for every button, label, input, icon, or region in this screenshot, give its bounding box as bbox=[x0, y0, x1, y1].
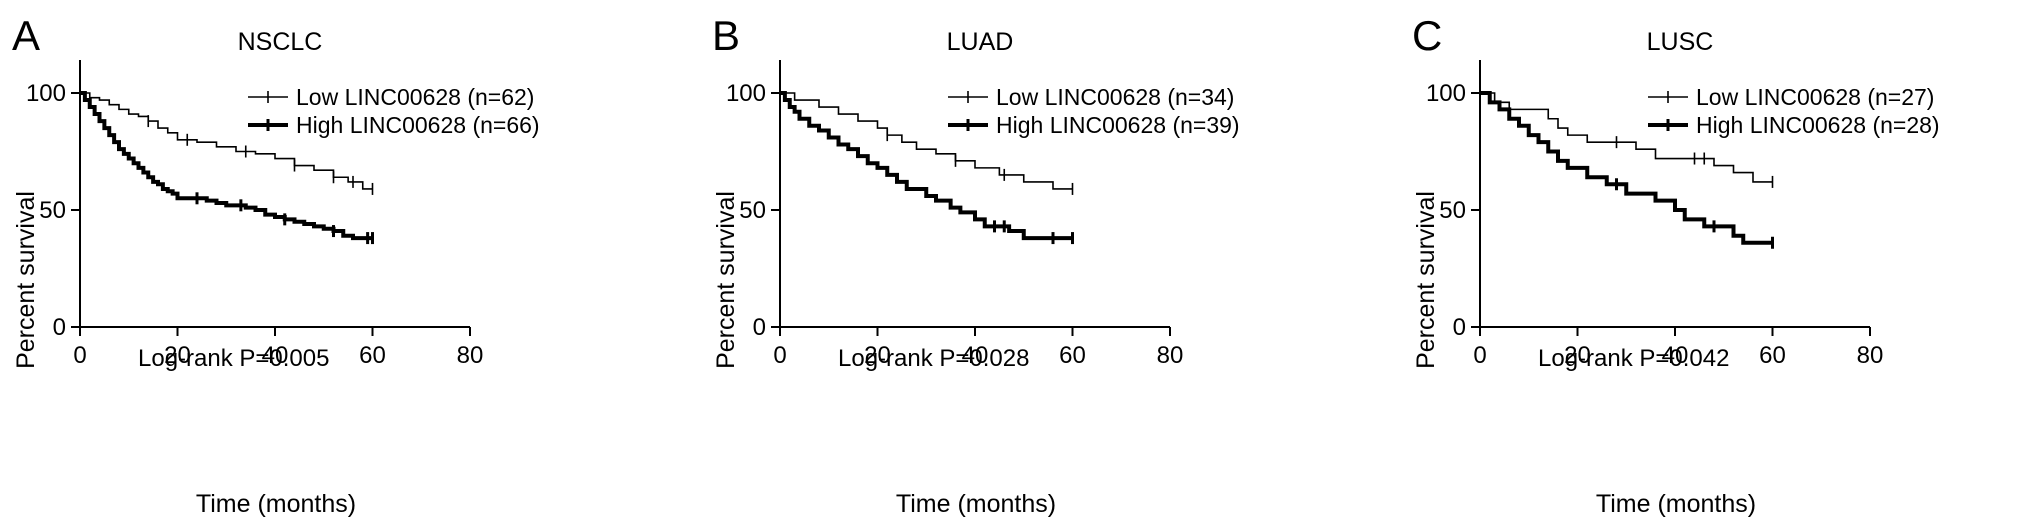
y-tick-label: 0 bbox=[1453, 314, 1466, 341]
y-tick-label: 0 bbox=[53, 314, 66, 341]
legend-label-low: Low LINC00628 (n=27) bbox=[1696, 84, 1934, 110]
y-tick-label: 0 bbox=[753, 314, 766, 341]
y-tick-label: 50 bbox=[39, 197, 66, 224]
y-tick-label: 100 bbox=[26, 80, 66, 107]
x-tick-label: 80 bbox=[457, 342, 484, 369]
x-tick-label: 60 bbox=[1059, 342, 1086, 369]
panel-letter: A bbox=[12, 12, 40, 59]
survival-curve-high bbox=[80, 91, 373, 241]
x-tick-label: 20 bbox=[164, 342, 191, 369]
x-tick-label: 40 bbox=[962, 342, 989, 369]
panel-title: LUSC bbox=[1647, 28, 1714, 56]
plot-area: 0 20 40 60 80 0 50 100 bbox=[26, 60, 483, 369]
x-axis-label: Time (months) bbox=[896, 490, 1056, 518]
survival-curve-high bbox=[780, 91, 1073, 241]
x-tick-label: 60 bbox=[1759, 342, 1786, 369]
panel-letter: B bbox=[712, 12, 740, 59]
x-tick-label: 0 bbox=[1473, 342, 1486, 369]
x-tick-label: 40 bbox=[262, 342, 289, 369]
x-tick-label: 40 bbox=[1662, 342, 1689, 369]
legend-label-low: Low LINC00628 (n=62) bbox=[296, 84, 534, 110]
y-axis-label: Percent survival bbox=[1412, 191, 1440, 369]
panel-title: NSCLC bbox=[238, 28, 323, 56]
legend-label-high: High LINC00628 (n=28) bbox=[1696, 112, 1940, 138]
legend-label-high: High LINC00628 (n=39) bbox=[996, 112, 1240, 138]
x-tick-label: 20 bbox=[1564, 342, 1591, 369]
x-tick-label: 80 bbox=[1857, 342, 1884, 369]
y-tick-label: 100 bbox=[1426, 80, 1466, 107]
panel-luad: B LUAD Percent survival Time (months) Lo… bbox=[712, 12, 1240, 518]
x-tick-label: 20 bbox=[864, 342, 891, 369]
legend-label-high: High LINC00628 (n=66) bbox=[296, 112, 540, 138]
plot-area: 0 20 40 60 80 0 50 100 bbox=[726, 60, 1183, 369]
y-tick-label: 50 bbox=[739, 197, 766, 224]
panel-nsclc: A NSCLC Percent survival Time (months) L… bbox=[12, 12, 540, 518]
log-rank-annotation: Log-rank P=0.028 bbox=[838, 345, 1029, 372]
x-axis-label: Time (months) bbox=[1596, 490, 1756, 518]
panel-letter: C bbox=[1412, 12, 1442, 59]
x-axis-label: Time (months) bbox=[196, 490, 356, 518]
x-tick-label: 0 bbox=[773, 342, 786, 369]
survival-curve-high bbox=[1480, 91, 1773, 245]
panel-lusc: C LUSC Percent survival Time (months) Lo… bbox=[1412, 12, 1940, 518]
y-tick-label: 100 bbox=[726, 80, 766, 107]
x-tick-label: 60 bbox=[359, 342, 386, 369]
y-tick-label: 50 bbox=[1439, 197, 1466, 224]
x-tick-label: 80 bbox=[1157, 342, 1184, 369]
log-rank-annotation: Log-rank P=0.042 bbox=[1538, 345, 1729, 372]
y-axis-label: Percent survival bbox=[12, 191, 40, 369]
plot-area: 0 20 40 60 80 0 50 100 bbox=[1426, 60, 1883, 369]
x-tick-label: 0 bbox=[73, 342, 86, 369]
y-axis-label: Percent survival bbox=[712, 191, 740, 369]
legend-label-low: Low LINC00628 (n=34) bbox=[996, 84, 1234, 110]
panel-title: LUAD bbox=[947, 28, 1014, 56]
survival-curve-low bbox=[780, 92, 1073, 190]
log-rank-annotation: Log-rank P=0.005 bbox=[138, 345, 329, 372]
